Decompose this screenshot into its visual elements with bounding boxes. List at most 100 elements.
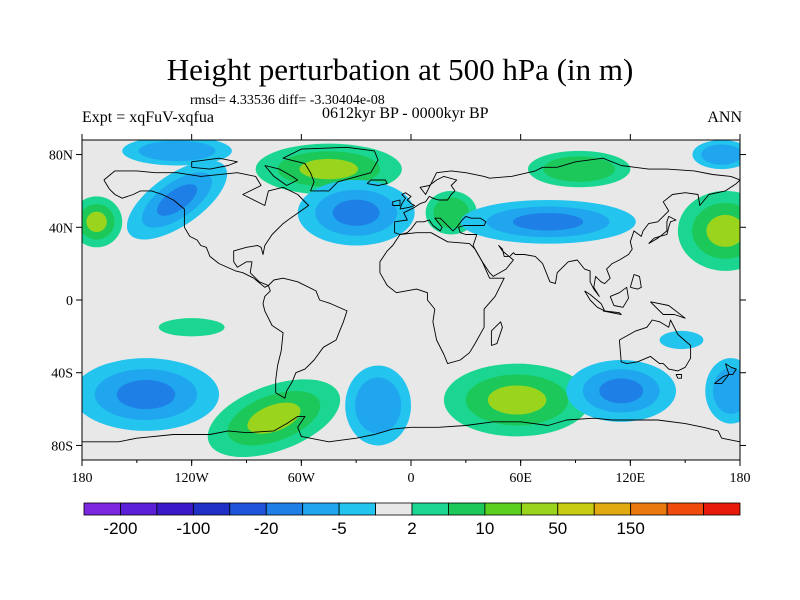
colorbar-box — [120, 502, 158, 516]
coastline — [675, 374, 682, 379]
chart-title: Height perturbation at 500 hPa (in m) — [166, 52, 634, 87]
colorbar-box — [411, 502, 449, 516]
anomaly-region — [527, 150, 631, 188]
colorbar-box — [448, 502, 486, 516]
colorbar-box — [156, 502, 194, 516]
colorbar-box — [265, 502, 304, 516]
colorbar-label: 2 — [407, 519, 416, 538]
anomaly-region — [692, 140, 740, 170]
colorbar-box — [593, 502, 632, 516]
coastline — [392, 199, 401, 206]
coastline — [282, 146, 379, 192]
colorbar-label: 50 — [548, 519, 567, 538]
coastline — [191, 157, 238, 170]
y-tick-label: 0 — [66, 294, 73, 309]
colorbar-box — [703, 502, 741, 516]
anomaly-region — [677, 190, 740, 271]
contour-level — [247, 402, 301, 434]
coastline — [650, 301, 686, 319]
contour-level — [512, 213, 584, 231]
coastline — [394, 157, 740, 233]
colorbar-box — [557, 502, 595, 516]
colorbar-box — [520, 502, 559, 516]
colorbar-box — [630, 502, 668, 516]
colorbar-label: -20 — [254, 519, 279, 538]
colorbar-box — [192, 502, 231, 516]
coastline — [103, 170, 310, 288]
anomaly-region — [566, 360, 677, 422]
anomaly-region — [122, 140, 232, 166]
anomaly-region — [297, 180, 415, 246]
coastline — [629, 274, 642, 290]
contour-level — [355, 377, 402, 434]
contour-level — [659, 330, 704, 350]
colorbar-box — [83, 502, 121, 516]
colorbar-label: 150 — [616, 519, 644, 538]
coastline — [394, 179, 740, 297]
experiment-label: Expt = xqFuV-xqfua — [82, 109, 214, 126]
coastline — [379, 232, 505, 365]
coastline — [618, 319, 692, 372]
coastline — [366, 179, 388, 186]
x-tick-label: 180 — [730, 471, 751, 486]
anomaly-region — [443, 363, 591, 437]
coastline — [82, 415, 740, 443]
colorbar-box — [338, 502, 376, 516]
coastline — [262, 277, 348, 399]
colorbar-box — [375, 502, 413, 516]
contour-level — [86, 211, 107, 232]
anomaly-region — [207, 379, 341, 458]
colorbar-label: -200 — [103, 519, 137, 538]
coastline — [399, 192, 416, 210]
coastline — [714, 374, 730, 385]
contour-level — [138, 140, 216, 162]
contour-level — [116, 380, 176, 410]
coastline — [724, 363, 737, 375]
colorbar-label: -5 — [332, 519, 347, 538]
season-label: ANN — [707, 109, 742, 126]
contour-level — [158, 318, 225, 337]
x-tick-label: 180 — [72, 471, 93, 486]
coastline — [264, 165, 299, 186]
y-tick-label: 40S — [51, 367, 73, 382]
colorbar-box — [302, 502, 340, 516]
contour-level — [487, 385, 547, 415]
x-axis-ticks: 180 120W 60W 0 60E 120E 180 — [72, 134, 751, 486]
coastline — [602, 310, 622, 315]
contour-level — [157, 184, 198, 216]
x-tick-label: 0 — [408, 471, 415, 486]
colorbar: -200 -100 -20 -5 2 10 50 150 — [83, 502, 741, 538]
contour-level — [706, 214, 740, 247]
anomaly-region — [82, 358, 220, 431]
contour-level — [701, 144, 740, 165]
contour-level — [299, 158, 358, 180]
x-tick-label: 60E — [509, 471, 532, 486]
x-tick-label: 120E — [616, 471, 646, 486]
anomaly-region — [126, 160, 228, 240]
coastline — [609, 286, 629, 308]
anomaly-region — [659, 330, 704, 350]
anomaly-region — [460, 200, 636, 244]
y-tick-label: 80N — [49, 149, 73, 164]
colorbar-box — [666, 502, 704, 516]
y-tick-label: 80S — [51, 439, 73, 454]
contour-level — [332, 199, 380, 226]
rmsd-diff-stats: rmsd= 4.33536 diff= -3.30404e-08 — [190, 93, 385, 108]
anomaly-region — [705, 358, 740, 424]
colorbar-box — [229, 502, 267, 516]
period-label: 0612kyr BP - 0000kyr BP — [322, 105, 489, 122]
contour-level — [543, 156, 615, 182]
anomaly-contours — [82, 140, 740, 458]
y-tick-label: 40N — [49, 221, 73, 236]
anomaly-region — [82, 196, 123, 248]
x-tick-label: 60W — [288, 471, 316, 486]
y-axis-ticks: 80N 40N 0 40S 80S — [49, 149, 746, 454]
colorbar-label: 10 — [475, 519, 494, 538]
colorbar-box — [484, 502, 522, 516]
coastline — [490, 321, 503, 346]
x-tick-label: 120W — [175, 471, 210, 486]
colorbar-label: -100 — [176, 519, 210, 538]
coastlines — [82, 146, 740, 443]
anomaly-region — [345, 365, 411, 446]
